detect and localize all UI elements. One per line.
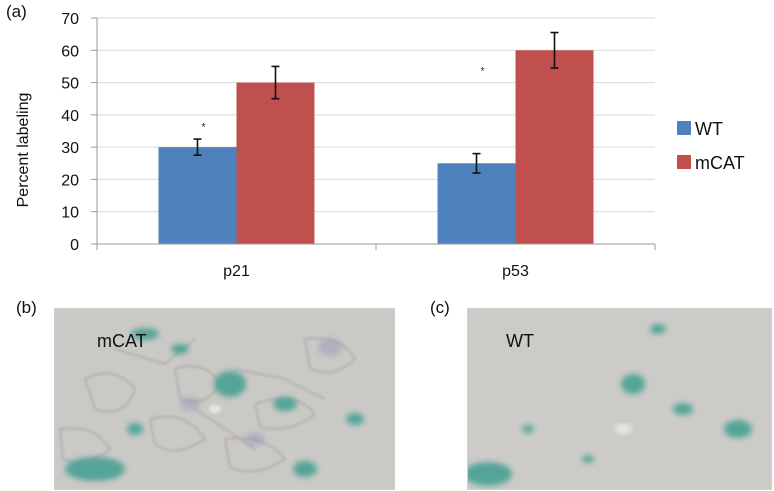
- y-tick-label: 30: [61, 140, 79, 157]
- legend-label-mcat: mCAT: [695, 153, 745, 173]
- y-tick-labels: 0 10 20 30 40 50 60 70: [61, 11, 98, 254]
- panel-label-a: (a): [6, 2, 27, 21]
- y-tick-label: 50: [61, 76, 79, 93]
- x-tick-label-p53: p53: [502, 263, 529, 280]
- micrograph-wt: WT: [467, 308, 772, 490]
- y-tick-label: 20: [61, 172, 79, 189]
- panel-label-c: (c): [430, 298, 450, 317]
- y-tick-label: 0: [70, 237, 79, 254]
- error-bar-mcat-p53: [550, 31, 559, 69]
- bar-mcat-p21: [236, 82, 315, 244]
- legend-swatch-mcat: [677, 155, 691, 169]
- y-tick-label: 10: [61, 205, 79, 222]
- significance-mark-p21: *: [201, 122, 206, 134]
- bar-mcat-p53: [515, 50, 594, 245]
- micrograph-mcat: mCAT: [54, 308, 395, 490]
- image-label-wt: WT: [506, 331, 534, 351]
- x-tick-labels: p21 p53: [96, 244, 656, 280]
- legend-swatch-wt: [677, 121, 691, 135]
- legend-label-wt: WT: [695, 119, 723, 139]
- legend: WT mCAT: [677, 119, 745, 173]
- error-bar-wt-p21: [193, 138, 202, 157]
- panel-label-b: (b): [16, 298, 37, 317]
- error-bars: **: [193, 31, 559, 174]
- bars: [158, 50, 594, 245]
- x-tick-label-p21: p21: [223, 263, 250, 280]
- y-axis-label: Percent labeling: [15, 93, 32, 208]
- y-tick-label: 60: [61, 43, 79, 60]
- bar-wt-p21: [158, 147, 237, 244]
- image-label-mcat: mCAT: [97, 331, 147, 351]
- y-tick-label: 40: [61, 108, 79, 125]
- error-bar-wt-p53: [472, 152, 481, 174]
- bar-wt-p53: [437, 163, 516, 244]
- error-bar-mcat-p21: [271, 65, 280, 100]
- y-tick-label: 70: [61, 11, 79, 28]
- significance-mark-p53: *: [480, 65, 485, 77]
